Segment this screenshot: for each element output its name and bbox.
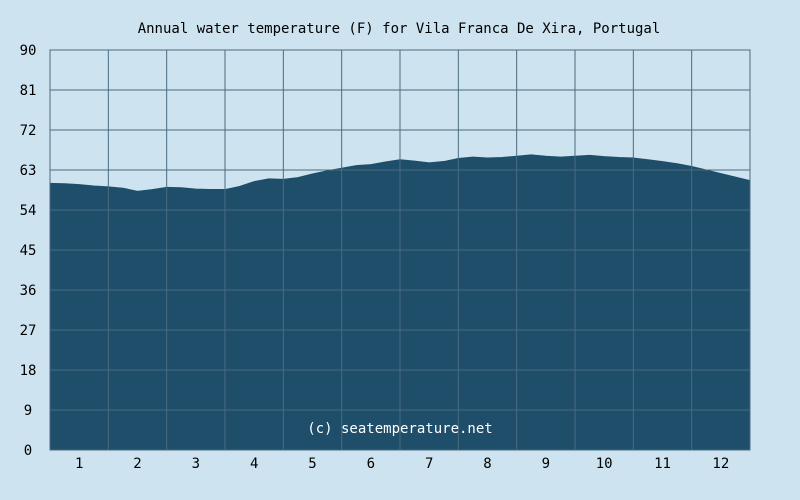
y-tick-label: 36 — [20, 283, 37, 299]
x-tick-label: 2 — [133, 456, 141, 472]
y-tick-label: 72 — [20, 123, 37, 139]
x-tick-label: 6 — [367, 456, 375, 472]
y-tick-label: 54 — [20, 203, 37, 219]
x-tick-label: 11 — [654, 456, 671, 472]
y-axis: 0 9 18 27 36 45 54 63 72 81 90 — [20, 43, 37, 459]
watermark: (c) seatemperature.net — [307, 421, 492, 437]
x-tick-label: 5 — [308, 456, 316, 472]
x-tick-label: 7 — [425, 456, 433, 472]
x-tick-label: 12 — [712, 456, 729, 472]
x-tick-label: 9 — [542, 456, 550, 472]
x-tick-label: 10 — [596, 456, 613, 472]
grid-layer — [49, 49, 751, 451]
y-tick-label: 18 — [20, 363, 37, 379]
y-tick-label: 90 — [20, 43, 37, 59]
y-tick-label: 63 — [20, 163, 37, 179]
chart-title: Annual water temperature (F) for Vila Fr… — [138, 21, 661, 37]
y-tick-label: 45 — [20, 243, 37, 259]
y-tick-label: 0 — [24, 443, 32, 459]
x-tick-label: 8 — [483, 456, 491, 472]
x-tick-label: 3 — [192, 456, 200, 472]
x-tick-label: 4 — [250, 456, 258, 472]
y-tick-label: 9 — [24, 403, 32, 419]
y-tick-label: 81 — [20, 83, 37, 99]
x-tick-label: 1 — [75, 456, 83, 472]
plot-border — [49, 49, 751, 451]
y-tick-label: 27 — [20, 323, 37, 339]
x-axis: 1 2 3 4 5 6 7 8 9 10 11 12 — [75, 456, 729, 472]
